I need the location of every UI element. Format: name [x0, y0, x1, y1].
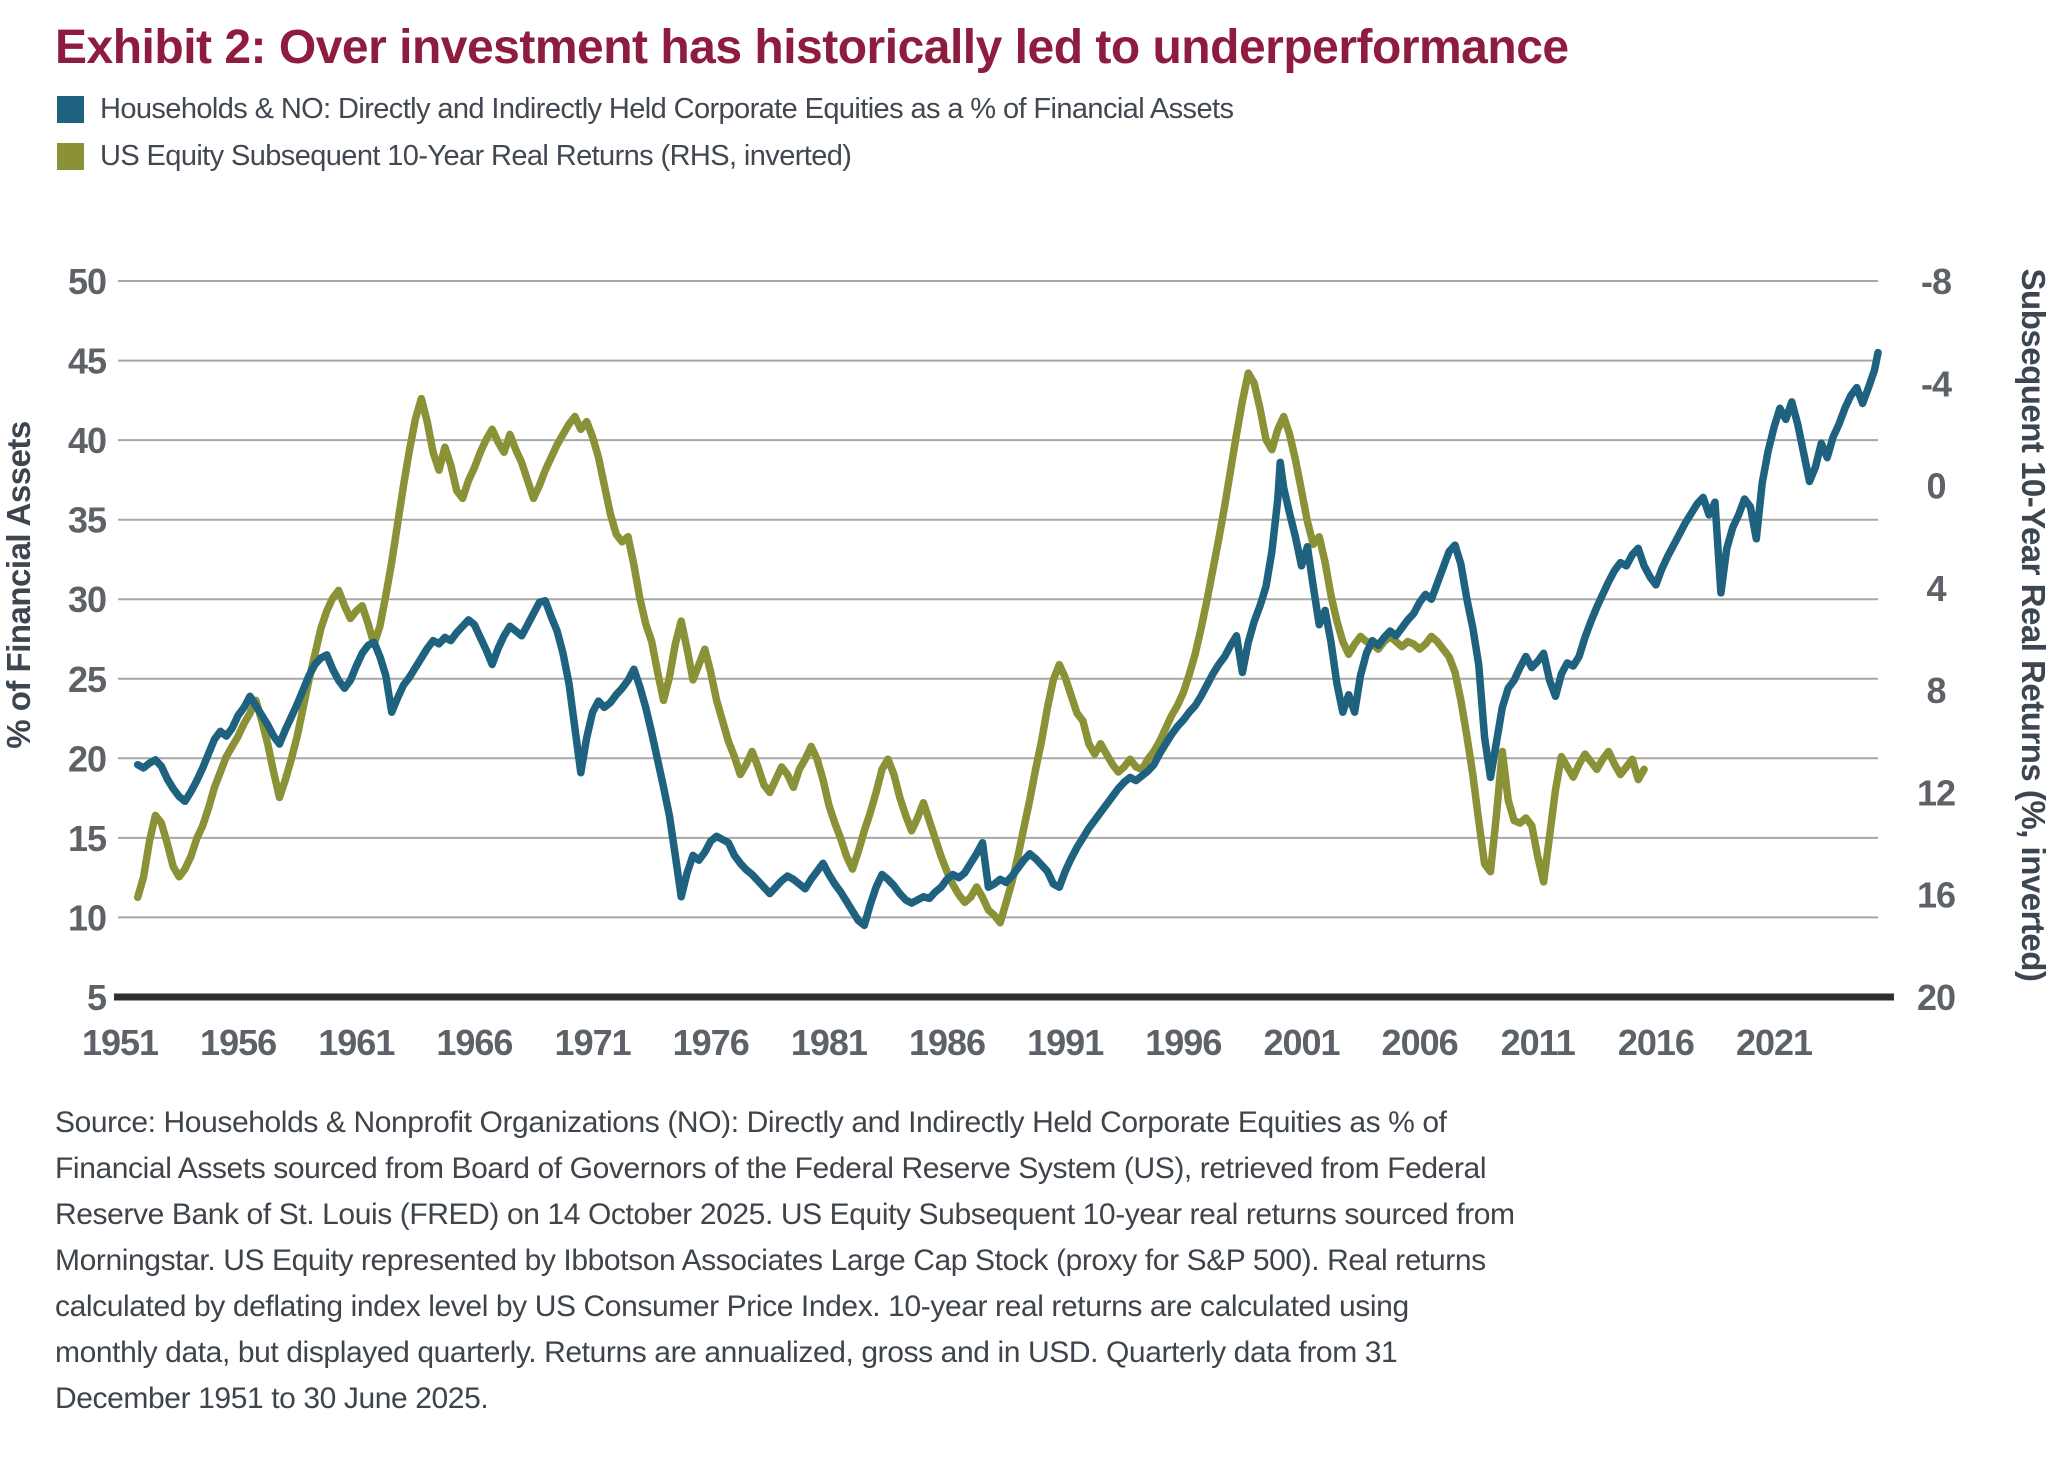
x-axis-tick-label: 2011 [1501, 1022, 1576, 1063]
left-axis-tick-label: 25 [68, 659, 107, 700]
equities-series-line [133, 348, 1882, 930]
x-axis-tick-label: 1951 [82, 1022, 159, 1063]
legend-swatch-returns-icon [57, 142, 84, 170]
right-axis-tick-label: -8 [1921, 261, 1951, 302]
x-axis-tick-label: 1976 [673, 1022, 749, 1063]
legend-label-equities: Households & NO: Directly and Indirectly… [100, 92, 1234, 125]
left-axis-title: % of Financial Assets [0, 421, 37, 749]
legend-item-returns: US Equity Subsequent 10-Year Real Return… [57, 139, 1233, 172]
left-axis-tick-label: 30 [68, 579, 106, 620]
series-group [133, 348, 1882, 930]
source-note: Source: Households & Nonprofit Organizat… [55, 1106, 1515, 1415]
x-axis-tick-label: 1981 [791, 1022, 868, 1063]
right-axis-title: Subsequent 10-Year Real Returns (%, inve… [2015, 269, 2052, 982]
chart-legend: Households & NO: Directly and Indirectly… [57, 92, 1234, 188]
x-axis-tick-label: 1961 [318, 1022, 395, 1063]
x-axis-tick-label: 2006 [1382, 1022, 1458, 1063]
left-axis-tick-label: 10 [68, 897, 106, 938]
tick-labels-group: 50 45 40 35 30 25 20 15 10 5 -8 -4 0 4 8 12 16 20 1951 1956… [68, 261, 1956, 1063]
left-axis-tick-label: 15 [68, 818, 107, 859]
x-axis-tick-label: 1956 [200, 1022, 276, 1063]
right-axis-tick-label: 16 [1917, 875, 1955, 916]
x-axis-tick-label: 2001 [1263, 1022, 1340, 1063]
left-axis-tick-label: 20 [68, 738, 106, 779]
x-axis-tick-label: 1996 [1145, 1022, 1221, 1063]
x-axis-tick-label: 2016 [1618, 1022, 1694, 1063]
right-axis-tick-label: 8 [1926, 670, 1945, 711]
x-axis-tick-label: 1986 [909, 1022, 985, 1063]
right-axis-tick-label: 20 [1917, 977, 1955, 1018]
x-axis-tick-label: 2021 [1736, 1022, 1813, 1063]
left-axis-tick-label: 50 [68, 261, 106, 302]
gridlines-group [114, 280, 1894, 1001]
exhibit-chart: 50 45 40 35 30 25 20 15 10 5 -8 -4 0 4 8 12 16 20 1951 1956… [0, 261, 2052, 1063]
left-axis-tick-label: 45 [68, 341, 107, 382]
legend-label-returns: US Equity Subsequent 10-Year Real Return… [100, 139, 852, 172]
left-axis-tick-label: 40 [68, 420, 106, 461]
x-axis-tick-label: 1991 [1027, 1022, 1104, 1063]
returns-series-line [133, 369, 1648, 927]
legend-item-equities: Households & NO: Directly and Indirectly… [57, 92, 1234, 125]
left-axis-tick-label: 35 [68, 500, 107, 541]
left-axis-tick-label: 5 [87, 977, 107, 1018]
legend-swatch-equities-icon [57, 95, 84, 123]
x-axis-tick-label: 1971 [555, 1022, 632, 1063]
right-axis-tick-label: 12 [1917, 772, 1955, 813]
exhibit-title: Exhibit 2: Over investment has historica… [55, 21, 1569, 74]
x-axis-tick-label: 1966 [436, 1022, 512, 1063]
right-axis-tick-label: 4 [1926, 568, 1946, 609]
right-axis-tick-label: 0 [1926, 466, 1945, 507]
right-axis-tick-label: -4 [1921, 363, 1952, 404]
